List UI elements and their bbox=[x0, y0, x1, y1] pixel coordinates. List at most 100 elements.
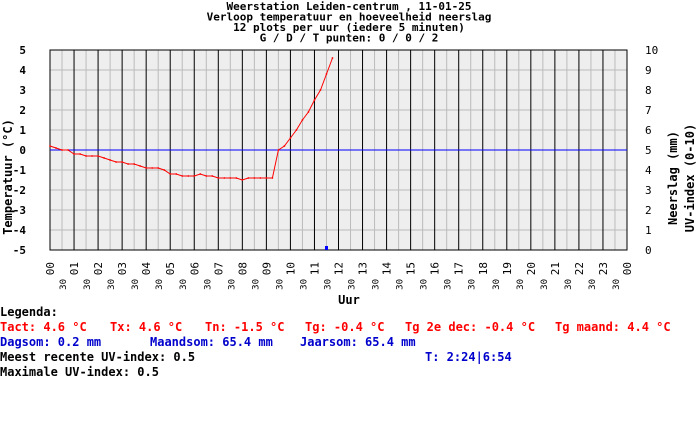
temperature-point bbox=[199, 173, 202, 175]
y-right-tick-label: 2 bbox=[645, 204, 652, 217]
y-right-tick-label: 10 bbox=[645, 44, 658, 57]
x-hour-tick-label: 10 bbox=[284, 262, 297, 275]
y-left-tick-label: 3 bbox=[19, 84, 26, 97]
y-right-tick-label: 4 bbox=[645, 164, 652, 177]
x-hour-tick-label: 15 bbox=[405, 262, 418, 275]
temperature-point bbox=[253, 177, 256, 179]
legend: Legenda: Tact: 4.6 °C Tx: 4.6 °C Tn: -1.… bbox=[0, 305, 700, 430]
x-hour-tick-label: 08 bbox=[236, 262, 249, 275]
temperature-point bbox=[325, 73, 328, 75]
legend-heading: Legenda: bbox=[0, 305, 58, 319]
x-half-hour-tick-label: 30 bbox=[372, 279, 382, 290]
y-left-tick-label: -5 bbox=[13, 244, 26, 257]
temperature-point bbox=[91, 155, 93, 157]
x-hour-tick-label: 03 bbox=[116, 262, 129, 275]
x-half-hour-tick-label: 30 bbox=[612, 279, 622, 290]
temperature-point bbox=[163, 169, 166, 171]
temperature-point bbox=[97, 155, 99, 157]
legend-tg-2e-dec: Tg 2e dec: -0.4 °C bbox=[405, 320, 536, 334]
temperature-point bbox=[301, 119, 304, 121]
temperature-point bbox=[205, 175, 208, 177]
temperature-point bbox=[331, 57, 334, 59]
x-half-hour-tick-label: 30 bbox=[107, 279, 117, 290]
legend-tg-maand: Tg maand: 4.4 °C bbox=[555, 320, 671, 334]
chart-titles: Weerstation Leiden-centrum , 11-01-25Ver… bbox=[207, 0, 492, 45]
y-right-axis-label-uv: UV-index (0-10) bbox=[683, 124, 697, 232]
temperature-point bbox=[217, 177, 220, 179]
x-hour-tick-label: 00 bbox=[621, 262, 634, 275]
x-hour-tick-label: 22 bbox=[573, 262, 586, 275]
x-hour-tick-label: 14 bbox=[381, 262, 394, 276]
x-half-hour-tick-label: 30 bbox=[564, 279, 574, 290]
temperature-point bbox=[55, 147, 57, 149]
legend-uv-max: Maximale UV-index: 0.5 bbox=[0, 365, 159, 379]
temperature-point bbox=[115, 161, 118, 163]
temperature-point bbox=[145, 167, 148, 169]
x-half-hour-tick-label: 30 bbox=[348, 279, 358, 290]
chart-title-line: Weerstation Leiden-centrum , 11-01-25 bbox=[226, 0, 471, 13]
legend-tx: Tx: 4.6 °C bbox=[110, 320, 183, 334]
x-hour-tick-label: 16 bbox=[429, 262, 442, 275]
x-half-hour-tick-label: 30 bbox=[83, 279, 93, 290]
temperature-point bbox=[295, 129, 298, 131]
x-half-hour-tick-label: 30 bbox=[299, 279, 309, 290]
temperature-point bbox=[319, 89, 322, 91]
x-hour-tick-label: 13 bbox=[357, 262, 370, 275]
x-hour-tick-label: 11 bbox=[308, 262, 321, 275]
temperature-point bbox=[103, 157, 105, 159]
chart-title-line: G / D / T punten: 0 / 0 / 2 bbox=[260, 32, 439, 45]
temperature-point bbox=[241, 179, 244, 181]
x-hour-tick-label: 05 bbox=[164, 262, 177, 275]
x-half-hour-tick-label: 30 bbox=[516, 279, 526, 290]
series-layer bbox=[49, 57, 334, 250]
x-axis-label: Uur bbox=[338, 293, 360, 305]
x-half-hour-tick-label: 30 bbox=[59, 279, 69, 290]
y-left-tick-label: -2 bbox=[13, 184, 26, 197]
temperature-point bbox=[49, 145, 51, 147]
x-half-hour-tick-label: 30 bbox=[275, 279, 285, 290]
x-half-hour-tick-label: 30 bbox=[444, 279, 454, 290]
legend-tg: Tg: -0.4 °C bbox=[305, 320, 385, 334]
y-right-tick-label: 9 bbox=[645, 64, 652, 77]
y-right-tick-label: 0 bbox=[645, 244, 652, 257]
x-half-hour-tick-label: 30 bbox=[179, 279, 189, 290]
x-hour-tick-label: 09 bbox=[260, 262, 273, 275]
x-hour-tick-label: 04 bbox=[140, 262, 153, 276]
x-hour-tick-label: 00 bbox=[44, 262, 57, 275]
x-half-hour-tick-label: 30 bbox=[203, 279, 213, 290]
temperature-precip-chart: 543210-1-2-3-4-5109876543210003001300230… bbox=[1, 0, 697, 305]
x-hour-tick-label: 20 bbox=[525, 262, 538, 275]
temperature-point bbox=[61, 149, 63, 151]
y-right-tick-label: 8 bbox=[645, 84, 652, 97]
temperature-point bbox=[193, 175, 196, 177]
x-hour-tick-label: 12 bbox=[333, 262, 346, 275]
grid-lines bbox=[49, 49, 628, 251]
precip-bar bbox=[324, 246, 328, 250]
temperature-point bbox=[229, 177, 232, 179]
x-half-hour-tick-label: 30 bbox=[155, 279, 165, 290]
temperature-point bbox=[313, 99, 316, 101]
temperature-point bbox=[169, 173, 172, 175]
chart-title-line: 12 plots per uur (iedere 5 minuten) bbox=[233, 21, 465, 34]
x-half-hour-tick-label: 30 bbox=[131, 279, 141, 290]
x-hour-tick-label: 02 bbox=[92, 262, 105, 275]
x-half-hour-tick-label: 30 bbox=[468, 279, 478, 290]
temperature-point bbox=[181, 175, 184, 177]
temperature-point bbox=[121, 161, 124, 163]
x-half-hour-tick-label: 30 bbox=[251, 279, 261, 290]
legend-t-time: T: 2:24|6:54 bbox=[425, 350, 512, 364]
x-hour-tick-label: 17 bbox=[453, 262, 466, 275]
temperature-point bbox=[139, 165, 142, 167]
x-hour-tick-label: 06 bbox=[188, 262, 201, 275]
x-hour-tick-label: 21 bbox=[549, 262, 562, 275]
legend-jaarsom: Jaarsom: 65.4 mm bbox=[300, 335, 416, 349]
temperature-point bbox=[73, 153, 75, 155]
temperature-point bbox=[85, 155, 87, 157]
legend-tact: Tact: 4.6 °C bbox=[0, 320, 87, 334]
y-right-tick-label: 5 bbox=[645, 144, 652, 157]
y-left-tick-label: 2 bbox=[19, 104, 26, 117]
temperature-point bbox=[259, 177, 262, 179]
temperature-point bbox=[247, 177, 250, 179]
y-right-tick-label: 7 bbox=[645, 104, 652, 117]
y-left-tick-label: 0 bbox=[19, 144, 26, 157]
